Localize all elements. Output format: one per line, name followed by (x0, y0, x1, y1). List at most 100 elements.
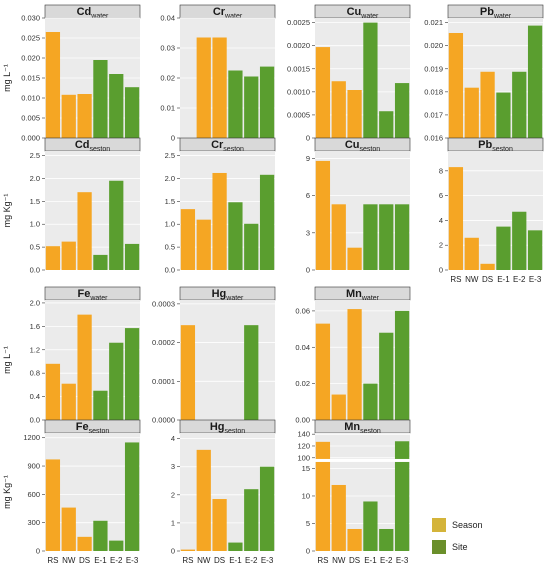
x-tick-label: DS (349, 556, 360, 565)
bar-ds (347, 309, 362, 420)
strip-title: Cdwater (77, 6, 109, 20)
panel-cr-seston: Crseston 0.0 0.5 1.0 1.5 2.0 2.5 (165, 137, 276, 275)
x-tick-label: RS (182, 556, 193, 565)
x-tick-label: NW (465, 275, 479, 284)
axis-break (315, 458, 410, 462)
panel-cu-water: Cuwater 0 0.0005 0.0010 0.0015 0.0020 0.0025 (287, 4, 411, 143)
panel-pb-seston: Pbseston 0 2 4 6 8 RS NW DS E-1 E-2 E-3 (439, 137, 544, 284)
x-tick-label: E-1 (364, 556, 377, 565)
y-tick-label: 0.02 (160, 74, 175, 83)
bar-rs (448, 33, 464, 138)
y-tick-label: 0.025 (21, 34, 40, 43)
y-tick-label: 2.0 (30, 298, 40, 307)
plot-area (45, 151, 140, 270)
y-tick-label: 2.5 (165, 151, 175, 160)
y-tick-label: 0.5 (165, 243, 175, 252)
bar-ds (347, 247, 362, 270)
x-tick-label: E-2 (513, 275, 526, 284)
bar-e-1 (363, 383, 378, 420)
strip-medium: seston (360, 428, 381, 435)
bar-e-3 (394, 204, 410, 270)
strip-title: Hgseston (210, 421, 245, 435)
bar-nw (61, 94, 76, 138)
x-tick-label: DS (214, 556, 225, 565)
y-tick-label: 2.5 (30, 151, 40, 160)
y-tick-label: 0.4 (30, 392, 40, 401)
strip-element: Hg (212, 288, 227, 300)
y-tick-label: 0.018 (424, 87, 443, 96)
y-tick-label: 0.005 (21, 114, 40, 123)
y-tick-label: 3 (306, 228, 310, 237)
bar-e-2 (109, 342, 124, 420)
x-tick-label: E-1 (497, 275, 510, 284)
y-tick-label: 1.5 (165, 197, 175, 206)
x-tick-label: DS (79, 556, 90, 565)
bar-nw (61, 383, 76, 420)
strip-medium: water (360, 13, 379, 20)
strip-element: Cu (347, 6, 362, 18)
bar-e-2 (379, 111, 394, 138)
bar-ds (212, 37, 227, 138)
bar-e-3 (527, 230, 543, 270)
bar-e-3 (259, 466, 275, 551)
strip-medium: water (493, 13, 512, 20)
y-tick-label: 0.8 (30, 369, 40, 378)
bar-e-1 (228, 542, 243, 551)
panel-fe-water: Fewater 0.0 0.4 0.8 1.2 1.6 2.0 mg L⁻¹ (2, 286, 141, 425)
bar-e-2 (244, 325, 259, 420)
strip-medium: water (224, 13, 243, 20)
y-tick-label: 0.010 (21, 94, 40, 103)
plot-area (315, 18, 410, 138)
bar-e-1 (496, 92, 511, 138)
panel-cu-seston: Cuseston 0 3 6 9 (306, 137, 411, 275)
strip-element: Hg (210, 421, 225, 433)
strip-title: Feseston (76, 421, 110, 435)
strip-medium: water (225, 295, 244, 302)
y-tick-label: 0.0 (165, 266, 175, 275)
x-tick-label: RS (317, 556, 328, 565)
bar-e-2 (244, 223, 259, 270)
panel-hg-seston: Hgseston 0 1 2 3 4 RS NW DS E-1 E-2 E-3 (171, 419, 276, 565)
y-tick-label: 0.0010 (287, 87, 310, 96)
bar-ds (212, 499, 227, 551)
strip-medium: seston (225, 428, 246, 435)
x-tick-label: E-3 (261, 556, 274, 565)
bar-nw (331, 204, 346, 270)
y-tick-label: 4 (171, 434, 175, 443)
bar-rs (315, 441, 331, 551)
strip-medium: water (90, 13, 109, 20)
y-tick-label: 8 (439, 166, 443, 175)
strip-title: Pbseston (478, 139, 513, 153)
plot-area (180, 300, 275, 420)
plot-area (315, 300, 410, 420)
strip-element: Fe (78, 288, 91, 300)
y-tick-label: 0.0015 (287, 64, 310, 73)
strip-medium: water (89, 295, 108, 302)
bar-e-1 (363, 204, 378, 270)
bar-e-1 (93, 520, 108, 551)
y-tick-label: 9 (306, 154, 310, 163)
bar-e-2 (109, 74, 124, 138)
strip-medium: seston (492, 146, 513, 153)
y-tick-label: 0.03 (160, 44, 175, 53)
bar-e-1 (93, 254, 108, 270)
panel-hg-water: Hgwater 0.0000 0.0001 0.0002 0.0003 (152, 286, 276, 425)
y-tick-label: 0.0000 (152, 416, 175, 425)
y-tick-label: 2.0 (165, 174, 175, 183)
bar-nw (464, 237, 479, 270)
strip-medium: seston (360, 146, 381, 153)
bar-rs (180, 549, 196, 551)
strip-element: Pb (478, 139, 492, 151)
y-tick-label: 120 (297, 441, 310, 450)
y-tick-label: 0 (306, 266, 310, 275)
y-axis-label: mg Kg⁻¹ (2, 475, 12, 509)
y-tick-label: 0.0005 (287, 110, 310, 119)
bar-rs (45, 246, 61, 270)
panel-cd-water: Cdwater 0.000 0.005 0.010 0.015 0.020 0.025 0.0… (2, 4, 141, 143)
bar-ds (347, 528, 362, 551)
y-tick-label: 0.04 (295, 343, 310, 352)
y-tick-label: 140 (297, 430, 310, 439)
y-tick-label: 300 (27, 518, 40, 527)
bar-ds (212, 172, 227, 270)
